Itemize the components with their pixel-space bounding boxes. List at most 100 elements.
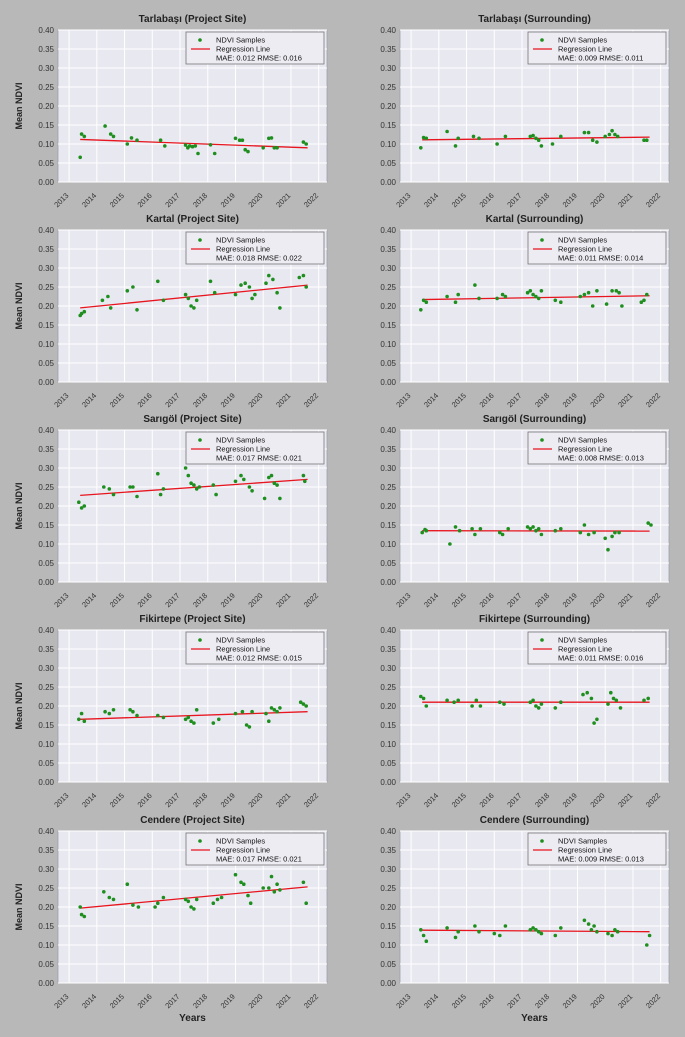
y-tick-label: 0.00 [38,578,54,587]
legend-marker-samples [198,238,202,242]
ndvi-sample-point [581,692,585,697]
ndvi-sample-point [301,880,306,885]
ndvi-sample-point [550,142,555,146]
y-tick-label: 0.15 [380,121,396,130]
legend-marker-samples [198,438,202,442]
legend-label-regression: Regression Line [558,645,612,654]
legend-marker-samples [198,839,202,843]
ndvi-sample-point [156,471,160,476]
ndvi-sample-point [419,146,423,150]
y-tick-label: 0.35 [380,846,396,855]
y-tick-label: 0.20 [380,502,396,511]
ndvi-sample-point [183,717,188,722]
ndvi-sample-point [79,506,84,510]
ndvi-sample-point [267,886,271,890]
ndvi-sample-point [192,483,196,487]
ndvi-sample-point [445,129,449,134]
y-tick-label: 0.30 [380,64,396,73]
ndvi-sample-point [445,294,449,299]
ndvi-sample-point [135,494,139,499]
ndvi-sample-point [211,721,216,725]
ndvi-sample-point [186,296,191,301]
ndvi-sample-point [269,136,274,140]
legend-marker-samples [540,638,544,642]
panel-title: Tarlabaşı (Surrounding) [478,14,591,25]
y-tick-label: 0.10 [380,540,396,549]
ndvi-sample-point [586,290,591,295]
ndvi-sample-point [578,294,583,299]
y-tick-label: 0.30 [380,464,396,473]
ndvi-sample-point [498,530,502,535]
legend-box [527,431,667,465]
ndvi-sample-point [477,929,481,934]
ndvi-sample-point [607,132,612,137]
ndvi-sample-point [192,721,196,725]
y-tick-label: 0.40 [38,626,54,635]
ndvi-sample-point [239,283,243,287]
y-tick-label: 0.35 [38,245,54,254]
ndvi-sample-point [183,292,188,297]
ndvi-sample-point [108,306,113,310]
ndvi-sample-point [250,296,254,301]
ndvi-sample-point [111,708,116,712]
legend-label-regression: Regression Line [558,245,612,254]
ndvi-sample-point [131,485,135,489]
ndvi-sample-point [615,134,620,139]
ndvi-sample-point [301,702,306,706]
ndvi-sample-point [473,924,477,928]
ndvi-sample-point [161,895,166,900]
y-tick-label: 0.30 [38,464,54,473]
ndvi-sample-point [421,933,426,938]
ndvi-sample-point [614,289,619,293]
ndvi-sample-point [531,292,535,297]
y-tick-label: 0.20 [38,702,54,711]
ndvi-sample-point [528,928,533,932]
y-tick-label: 0.15 [38,922,54,931]
ndvi-sample-point [106,294,110,299]
ndvi-sample-point [478,527,483,531]
ndvi-sample-point [125,882,130,886]
ndvi-sample-point [559,926,563,930]
panel-title: Kartal (Project Site) [146,214,239,225]
ndvi-sample-point [642,698,646,703]
ndvi-sample-point [304,142,309,146]
ndvi-sample-point [586,922,591,926]
y-tick-label: 0.30 [38,865,54,874]
ndvi-sample-point [606,702,610,706]
ndvi-sample-point [539,144,544,148]
y-tick-label: 0.40 [38,827,54,836]
y-tick-label: 0.40 [38,426,54,435]
ndvi-sample-point [424,704,429,708]
ndvi-sample-point [275,882,279,886]
ndvi-sample-point [645,292,649,297]
ndvi-sample-point [421,298,426,303]
ndvi-sample-point [248,901,253,905]
y-tick-label: 0.00 [380,178,396,187]
y-tick-label: 0.30 [380,664,396,673]
y-tick-label: 0.05 [380,159,396,168]
ndvi-sample-point [477,296,481,301]
ndvi-sample-point [304,285,309,289]
ndvi-sample-point [503,294,508,299]
ndvi-sample-point [79,132,84,136]
ndvi-sample-point [559,300,563,305]
ndvi-sample-point [503,134,508,139]
ndvi-sample-point [445,926,449,930]
ndvi-sample-point [534,528,538,533]
y-tick-label: 0.35 [380,245,396,254]
ndvi-sample-point [77,500,81,505]
ndvi-sample-point [272,890,277,894]
ndvi-sample-point [582,918,587,923]
ndvi-sample-point [194,708,199,712]
legend-box [527,231,667,265]
ndvi-sample-point [194,487,199,491]
ndvi-sample-point [419,308,423,312]
ndvi-sample-point [559,527,563,531]
legend-label-samples: NDVI Samples [558,837,607,846]
ndvi-sample-point [595,717,599,722]
ndvi-sample-point [275,290,279,295]
ndvi-sample-point [536,138,541,142]
ndvi-sample-point [585,690,589,695]
ndvi-sample-point [107,487,112,491]
ndvi-sample-point [590,138,595,142]
